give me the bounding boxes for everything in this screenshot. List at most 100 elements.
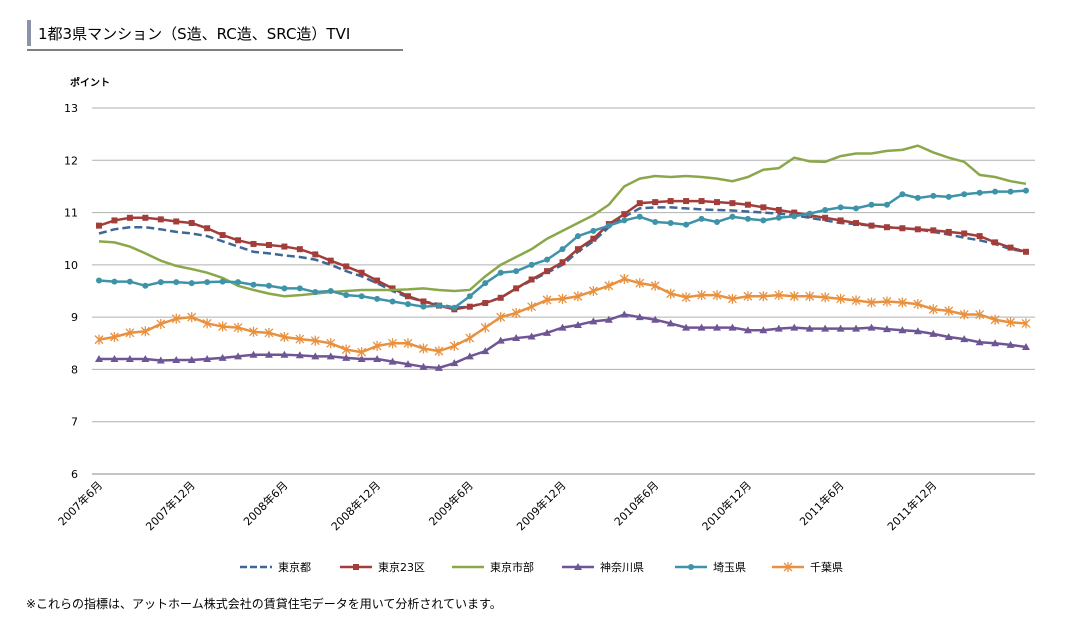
y-tick-label: 9 xyxy=(71,311,78,324)
marker xyxy=(1023,187,1029,194)
legend-label: 埼玉県 xyxy=(713,560,746,574)
marker xyxy=(822,206,829,213)
series xyxy=(94,273,1031,358)
marker xyxy=(203,354,212,362)
marker xyxy=(326,338,336,349)
marker xyxy=(265,282,272,289)
marker xyxy=(914,226,921,233)
marker xyxy=(822,214,829,221)
title-bar xyxy=(27,20,31,46)
marker xyxy=(311,352,320,360)
marker xyxy=(914,194,921,201)
marker xyxy=(496,336,505,344)
marker xyxy=(945,193,952,200)
marker xyxy=(405,293,411,300)
marker xyxy=(604,280,614,291)
marker xyxy=(666,288,676,299)
series xyxy=(96,198,1029,313)
legend-label: 東京市部 xyxy=(490,560,534,574)
marker xyxy=(868,222,875,229)
marker xyxy=(898,326,907,334)
marker xyxy=(405,301,411,308)
marker xyxy=(234,352,243,360)
marker xyxy=(1006,340,1015,348)
marker xyxy=(759,326,768,334)
marker xyxy=(619,273,629,284)
marker xyxy=(961,191,968,198)
marker xyxy=(96,277,102,284)
x-tick-label: 2011年6月 xyxy=(797,478,847,528)
marker xyxy=(404,360,412,368)
marker xyxy=(992,188,999,195)
marker xyxy=(218,353,227,361)
marker xyxy=(142,214,149,221)
marker xyxy=(791,209,798,216)
marker xyxy=(388,338,398,349)
marker xyxy=(883,201,890,208)
marker xyxy=(466,303,473,310)
marker xyxy=(126,214,133,221)
page-title: 1都3県マンション（S造、RC造、SRC造）TVI xyxy=(38,25,350,43)
marker xyxy=(281,243,288,250)
marker xyxy=(899,225,906,232)
marker xyxy=(1007,188,1014,195)
marker xyxy=(156,318,166,329)
marker xyxy=(604,315,613,323)
marker xyxy=(264,327,274,338)
marker xyxy=(542,294,552,305)
series-line xyxy=(98,199,1027,311)
marker xyxy=(527,332,536,340)
marker xyxy=(1021,318,1031,329)
marker xyxy=(481,347,490,355)
marker xyxy=(358,293,365,300)
series xyxy=(95,310,1030,371)
marker xyxy=(774,290,784,301)
marker xyxy=(790,323,799,331)
marker xyxy=(449,340,459,351)
x-tick-label: 2010年12月 xyxy=(699,478,754,533)
marker xyxy=(574,233,581,240)
marker xyxy=(310,335,320,346)
marker xyxy=(465,352,474,360)
marker xyxy=(837,217,844,224)
marker xyxy=(249,350,258,358)
marker xyxy=(141,354,150,362)
legend-label: 東京都 xyxy=(278,560,311,574)
marker xyxy=(389,285,396,292)
marker xyxy=(142,282,149,289)
marker xyxy=(743,291,753,302)
marker xyxy=(975,309,985,320)
y-tick-label: 11 xyxy=(64,207,78,220)
marker xyxy=(372,340,382,351)
marker xyxy=(729,200,736,207)
marker xyxy=(882,325,891,333)
marker xyxy=(482,280,489,287)
marker xyxy=(666,319,675,327)
marker xyxy=(775,206,782,213)
marker xyxy=(913,299,923,310)
marker xyxy=(451,304,458,311)
marker xyxy=(420,303,427,310)
marker xyxy=(573,291,583,302)
marker xyxy=(867,297,876,308)
marker xyxy=(312,289,319,296)
marker xyxy=(358,269,365,276)
marker xyxy=(821,324,830,332)
marker xyxy=(899,191,906,198)
marker xyxy=(388,357,397,365)
marker xyxy=(202,318,212,329)
marker xyxy=(728,323,737,331)
marker xyxy=(944,305,954,316)
marker xyxy=(110,354,119,362)
marker xyxy=(543,328,552,336)
marker xyxy=(326,352,335,360)
marker xyxy=(574,246,581,253)
x-tick-label: 2009年12月 xyxy=(513,478,568,533)
marker xyxy=(976,189,983,196)
marker xyxy=(667,198,674,205)
x-tick-label: 2007年12月 xyxy=(143,478,198,533)
marker xyxy=(95,354,103,362)
marker xyxy=(837,204,844,211)
marker xyxy=(897,297,907,308)
marker xyxy=(667,220,674,227)
